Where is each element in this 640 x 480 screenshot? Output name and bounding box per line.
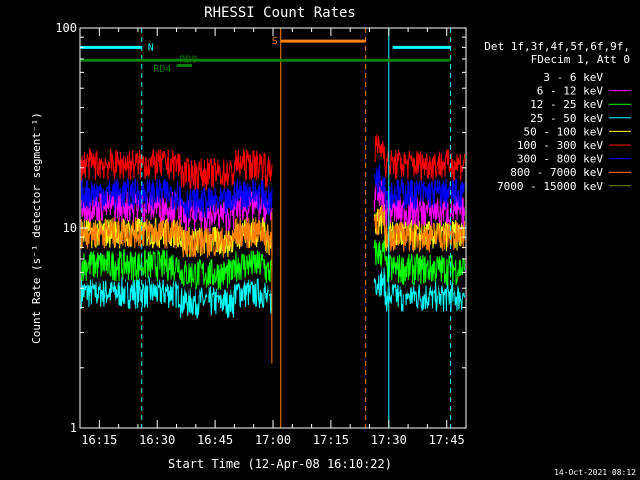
- bar-label: RD0: [180, 54, 198, 65]
- series-line: [80, 148, 273, 192]
- x-tick-label: 16:15: [81, 433, 117, 447]
- axis-layer: 16:15 16:30 16:45 17:00 17:15 17:30 17:45 1 10 10…: [55, 21, 467, 447]
- y-tick-label: 100: [55, 21, 77, 35]
- legend-header-line-1: Det 1f,3f,4f,5f,6f,9f,: [484, 40, 630, 53]
- series-line: [80, 248, 273, 291]
- bar-label: S: [272, 36, 278, 47]
- y-tick-label: 10: [63, 221, 77, 235]
- legend-header-line-2: FDecim 1, Att 0: [531, 53, 630, 66]
- bar-label: N: [148, 42, 154, 53]
- legend-label: 3 - 6 keV: [543, 71, 603, 84]
- x-axis-label: Start Time (12-Apr-08 16:10:22): [168, 457, 392, 471]
- legend-label: 12 - 25 keV: [530, 98, 603, 111]
- x-tick-label: 17:00: [255, 433, 291, 447]
- x-tick-label: 17:30: [371, 433, 407, 447]
- y-tick-label: 1: [70, 421, 77, 435]
- bar-layer: N S RD4 RD0: [80, 36, 451, 75]
- timestamp: 14-Oct-2021 08:12: [554, 468, 636, 477]
- legend: Det 1f,3f,4f,5f,6f,9f, FDecim 1, Att 0 3…: [484, 40, 631, 193]
- legend-label: 6 - 12 keV: [537, 85, 604, 98]
- x-tick-label: 17:15: [313, 433, 349, 447]
- x-tick-label: 17:45: [429, 433, 465, 447]
- x-tick-label: 16:45: [197, 433, 233, 447]
- legend-label: 7000 - 15000 keV: [497, 180, 603, 193]
- x-tick-label: 16:30: [139, 433, 175, 447]
- legend-label: 25 - 50 keV: [530, 112, 603, 125]
- series-line: [80, 275, 273, 319]
- series-line: [80, 178, 273, 220]
- legend-label: 800 - 7000 keV: [510, 166, 603, 179]
- chart-title: RHESSI Count Rates: [204, 5, 356, 21]
- y-axis-label: Count Rate (s⁻¹ detector segment⁻¹): [30, 112, 43, 344]
- legend-label: 50 - 100 keV: [524, 125, 604, 138]
- legend-label: 300 - 800 keV: [517, 153, 603, 166]
- legend-label: 100 - 300 keV: [517, 139, 603, 152]
- bar-label: RD4: [153, 64, 171, 75]
